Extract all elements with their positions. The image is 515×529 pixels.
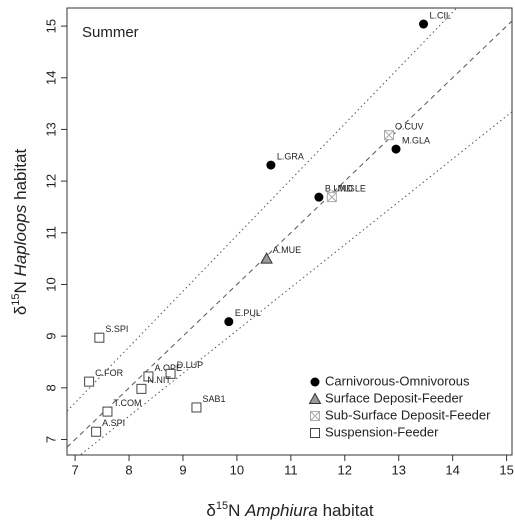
y-tick-label: 10: [43, 277, 58, 291]
y-tick-label: 12: [43, 174, 58, 188]
point-label: T.COM: [113, 398, 141, 408]
point: [143, 371, 154, 382]
y-tick-label: 11: [43, 226, 58, 240]
legend-label: Carnivorous-Omnivorous: [325, 373, 470, 388]
x-axis-label: δ15N Amphiura habitat: [206, 500, 374, 521]
reference-lines: [67, 8, 512, 455]
point: [165, 368, 176, 379]
point-label: E.PUL: [235, 308, 261, 318]
point: [136, 383, 147, 394]
point: [260, 252, 273, 264]
x-tick-label: 8: [125, 462, 132, 477]
point: [419, 19, 429, 29]
point-label: M.GLE: [338, 184, 366, 194]
point: [326, 192, 337, 203]
point: [391, 144, 401, 154]
legend-marker: [310, 411, 320, 421]
point-label: B.UND: [325, 184, 354, 194]
reference-line: [67, 20, 512, 448]
x-tick-label: 7: [71, 462, 78, 477]
point-label: L.GRA: [277, 151, 304, 161]
point: [314, 192, 324, 202]
y-tick-label: 14: [43, 71, 58, 85]
legend-marker: [308, 392, 322, 404]
point: [224, 317, 234, 327]
point-label: C.FOR: [95, 368, 123, 378]
reference-line: [79, 111, 512, 455]
point-label: D.LUP: [177, 360, 204, 370]
y-tick-label: 9: [43, 333, 58, 340]
legend-marker: [310, 428, 320, 438]
x-tick-label: 9: [179, 462, 186, 477]
x-tick-label: 13: [391, 462, 405, 477]
y-tick-label: 13: [43, 122, 58, 136]
point: [84, 376, 95, 387]
point: [191, 402, 202, 413]
legend-label: Sub-Surface Deposit-Feeder: [325, 407, 491, 422]
x-tick-label: 10: [230, 462, 244, 477]
point: [384, 130, 395, 141]
reference-line: [67, 8, 458, 412]
point: [266, 160, 276, 170]
point: [91, 426, 102, 437]
y-tick-label: 15: [43, 19, 58, 33]
point: [102, 406, 113, 417]
x-tick-label: 12: [338, 462, 352, 477]
x-tick-label: 11: [284, 462, 298, 477]
x-tick-label: 14: [445, 462, 459, 477]
legend-marker: [310, 377, 320, 387]
y-tick-label: 7: [43, 436, 58, 443]
point-label: S.SPI: [105, 324, 128, 334]
point-label: A.OPE: [154, 363, 182, 373]
point-label: O.CUV: [395, 121, 424, 131]
y-axis-label: δ15N Haploops habitat: [10, 149, 31, 316]
point-label: N.NIT: [147, 375, 171, 385]
point-label: SAB1: [202, 394, 225, 404]
point-label: L.CIL: [430, 10, 452, 20]
point-label: M.GLA: [402, 135, 430, 145]
point-label: A.SPI: [102, 418, 125, 428]
legend-label: Surface Deposit-Feeder: [325, 390, 464, 405]
plot-frame: [66, 7, 513, 456]
x-tick-label: 15: [499, 462, 513, 477]
point-label: A.MUE: [273, 245, 302, 255]
legend-label: Suspension-Feeder: [325, 424, 439, 439]
y-tick-label: 8: [43, 384, 58, 391]
chart-title: Summer: [82, 24, 139, 41]
point: [94, 332, 105, 343]
